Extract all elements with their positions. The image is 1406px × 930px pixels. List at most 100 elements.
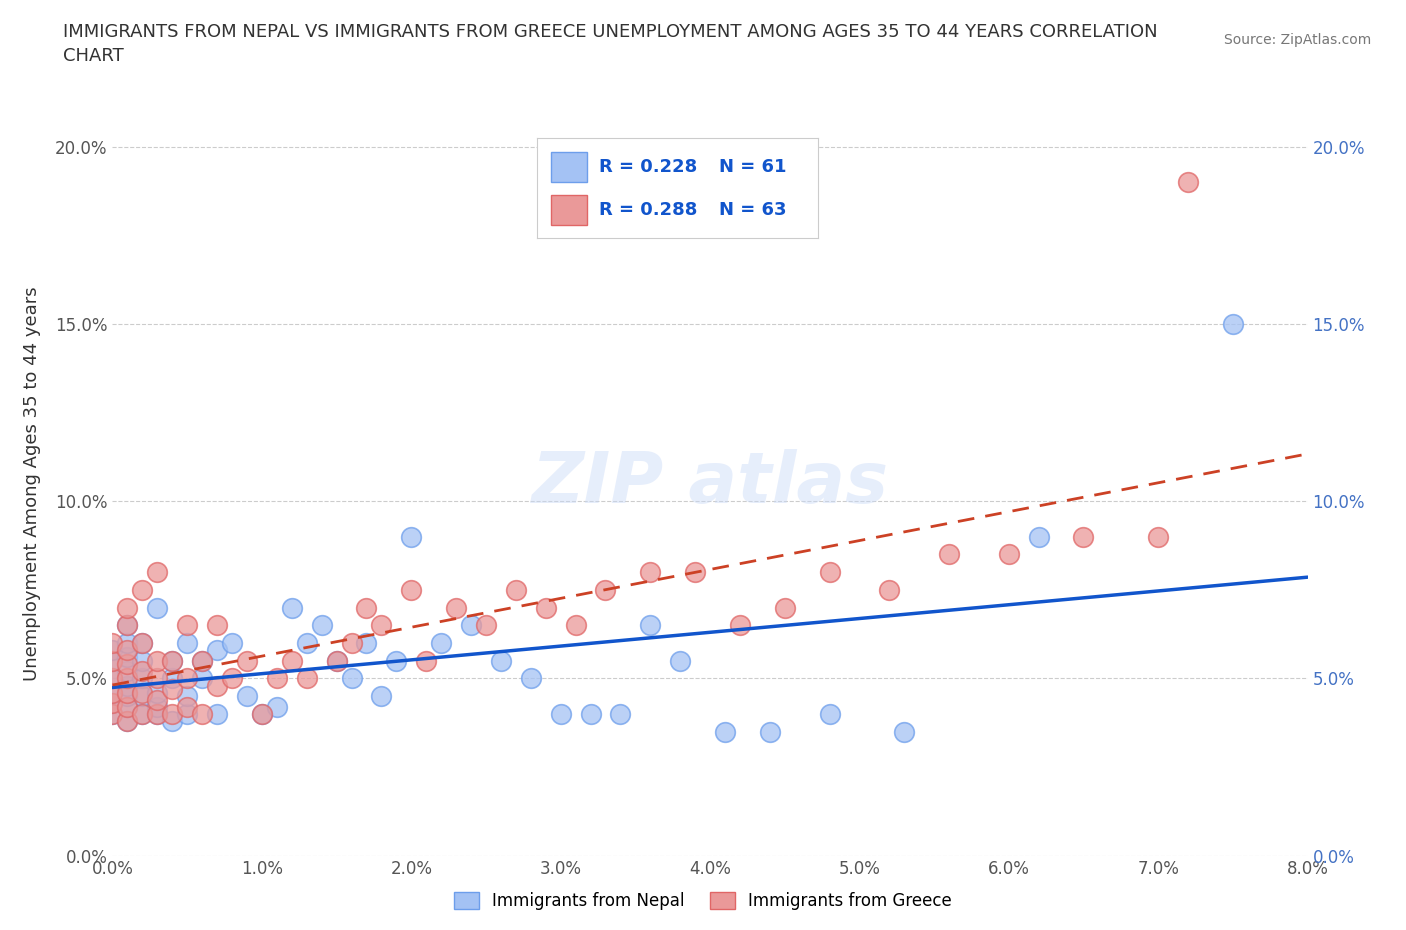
Point xyxy=(146,692,169,707)
Point xyxy=(325,653,347,668)
Point xyxy=(117,678,139,693)
Point xyxy=(131,653,153,668)
Legend: Immigrants from Nepal, Immigrants from Greece: Immigrants from Nepal, Immigrants from G… xyxy=(447,885,959,917)
Point xyxy=(117,699,139,714)
Point xyxy=(534,600,557,615)
Point xyxy=(564,618,586,632)
Point xyxy=(340,671,363,686)
Point xyxy=(401,582,423,597)
Point xyxy=(191,707,214,722)
Point xyxy=(162,707,183,722)
Point xyxy=(162,671,183,686)
Point xyxy=(146,671,169,686)
Point xyxy=(550,707,572,722)
Point xyxy=(117,713,139,728)
Point xyxy=(131,707,153,722)
Point xyxy=(609,707,631,722)
Point xyxy=(236,653,259,668)
Point xyxy=(191,653,214,668)
Point xyxy=(877,582,901,597)
Point xyxy=(101,653,124,668)
Point xyxy=(131,582,153,597)
Point xyxy=(131,689,153,704)
Y-axis label: Unemployment Among Ages 35 to 44 years: Unemployment Among Ages 35 to 44 years xyxy=(24,286,41,681)
Point xyxy=(250,707,273,722)
Point xyxy=(101,707,124,722)
Point xyxy=(311,618,333,632)
Point xyxy=(893,724,915,739)
Point xyxy=(117,671,139,686)
Point xyxy=(579,707,602,722)
Point xyxy=(759,724,782,739)
Point xyxy=(131,664,153,679)
Point xyxy=(998,547,1021,562)
Point xyxy=(205,678,228,693)
Point xyxy=(117,618,139,632)
Point xyxy=(714,724,737,739)
Point xyxy=(146,565,169,579)
Point xyxy=(146,707,169,722)
Point xyxy=(117,650,139,665)
Point xyxy=(176,689,198,704)
Point xyxy=(640,618,662,632)
Point xyxy=(176,635,198,650)
Point xyxy=(281,653,304,668)
Text: IMMIGRANTS FROM NEPAL VS IMMIGRANTS FROM GREECE UNEMPLOYMENT AMONG AGES 35 TO 44: IMMIGRANTS FROM NEPAL VS IMMIGRANTS FROM… xyxy=(63,23,1159,65)
Point xyxy=(1028,529,1050,544)
Point xyxy=(117,685,139,700)
Point xyxy=(295,635,318,650)
Point xyxy=(101,643,124,658)
Point xyxy=(266,699,288,714)
Point xyxy=(101,685,124,700)
Point xyxy=(489,653,512,668)
Point xyxy=(117,618,139,632)
Point xyxy=(117,713,139,728)
Point xyxy=(176,671,198,686)
Point xyxy=(728,618,751,632)
Point xyxy=(415,653,437,668)
Text: ZIP atlas: ZIP atlas xyxy=(531,449,889,518)
Point xyxy=(460,618,482,632)
Point xyxy=(370,618,392,632)
Point xyxy=(131,635,153,650)
Point xyxy=(162,653,183,668)
Point xyxy=(146,707,169,722)
Point xyxy=(340,635,363,650)
Point xyxy=(131,671,153,686)
Point xyxy=(101,635,124,650)
Point xyxy=(176,618,198,632)
Point xyxy=(101,696,124,711)
Point xyxy=(356,600,378,615)
Point xyxy=(640,565,662,579)
Point xyxy=(250,707,273,722)
Point xyxy=(295,671,318,686)
Point xyxy=(117,689,139,704)
Point xyxy=(266,671,288,686)
Point xyxy=(117,664,139,679)
Point xyxy=(131,707,153,722)
Point xyxy=(191,671,214,686)
Point xyxy=(101,707,124,722)
Point xyxy=(117,657,139,671)
Point xyxy=(475,618,498,632)
Point xyxy=(818,707,841,722)
Point xyxy=(1147,529,1170,544)
Point xyxy=(117,643,139,658)
Point xyxy=(281,600,304,615)
Point xyxy=(191,653,214,668)
Point xyxy=(162,653,183,668)
Point xyxy=(101,685,124,700)
Point xyxy=(370,689,392,704)
Point xyxy=(101,671,124,686)
Point xyxy=(221,635,243,650)
Point xyxy=(401,529,423,544)
Point xyxy=(117,600,139,615)
Point xyxy=(101,696,124,711)
Point xyxy=(176,707,198,722)
Point xyxy=(1073,529,1095,544)
Point xyxy=(117,699,139,714)
Point xyxy=(595,582,617,597)
Point xyxy=(176,699,198,714)
Point xyxy=(205,643,228,658)
Point xyxy=(162,713,183,728)
